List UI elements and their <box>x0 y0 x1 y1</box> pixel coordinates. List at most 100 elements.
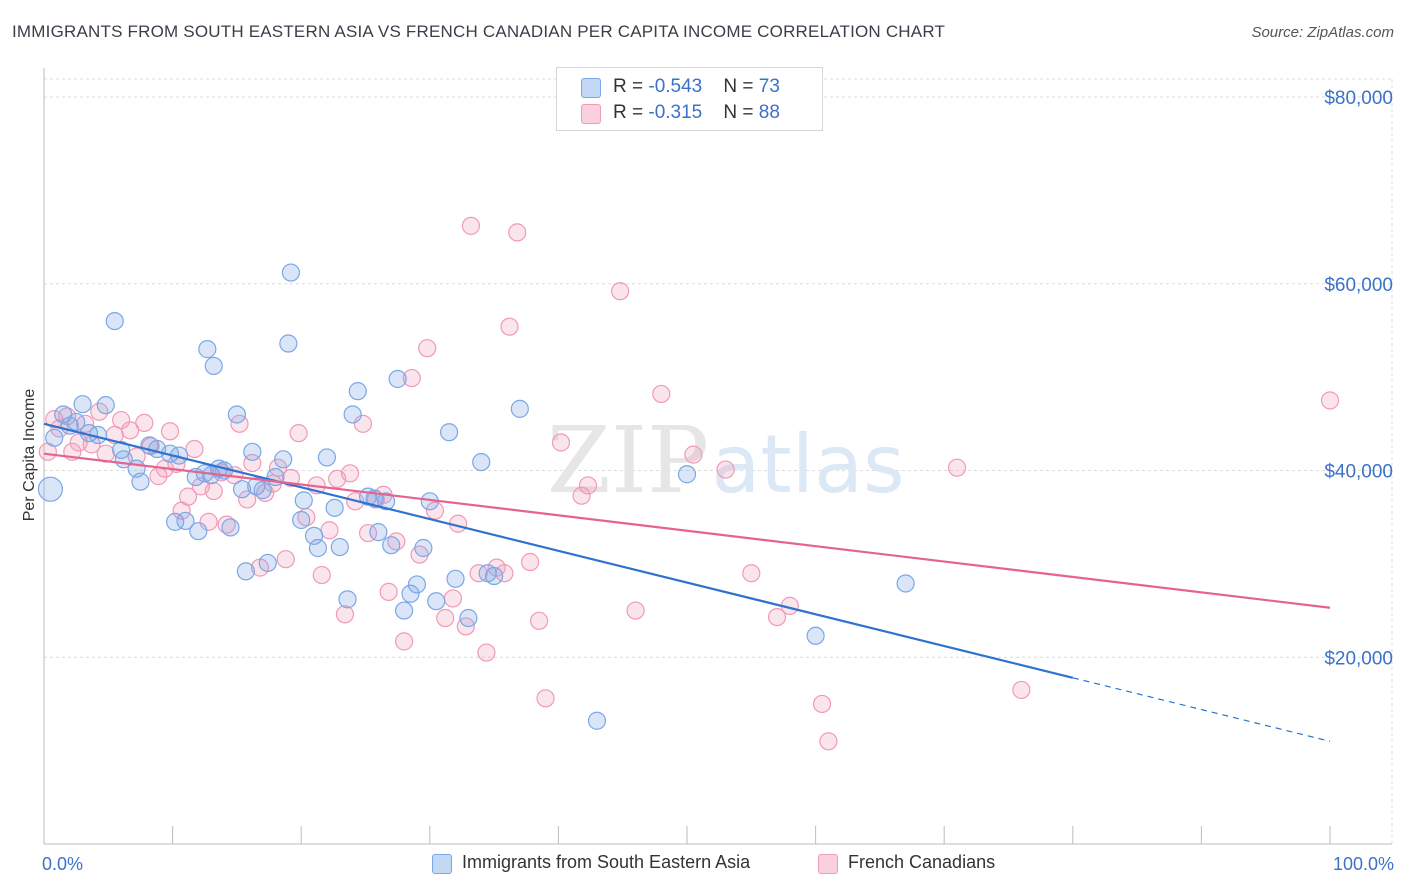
data-point <box>578 476 598 495</box>
data-point <box>767 607 787 627</box>
watermark: ZIP atlas <box>547 407 905 514</box>
grid <box>44 78 1393 844</box>
data-point <box>199 512 218 531</box>
trend-line-blue <box>43 422 1074 679</box>
data-point <box>716 460 735 479</box>
data-point <box>320 521 339 540</box>
data-point <box>325 498 344 517</box>
data-point <box>204 481 223 501</box>
x-tick-labels: 0.0% 100.0% <box>42 854 1394 874</box>
data-point <box>472 452 491 472</box>
data-point <box>530 611 549 630</box>
axes <box>43 68 1392 845</box>
data-point <box>281 263 301 282</box>
data-point <box>73 395 92 414</box>
data-point <box>459 608 478 628</box>
data-point <box>402 368 421 388</box>
data-point <box>508 223 527 242</box>
data-point <box>258 553 277 573</box>
data-point <box>189 522 208 541</box>
data-point <box>308 538 328 558</box>
data-point <box>198 340 217 359</box>
data-point <box>551 433 571 452</box>
data-point <box>677 465 697 484</box>
data-point <box>67 412 86 432</box>
data-point <box>236 562 256 581</box>
data-point <box>896 574 915 593</box>
data-point <box>76 414 95 433</box>
data-point <box>353 414 373 433</box>
trend-line-pink <box>43 452 1331 609</box>
data-point <box>587 711 607 730</box>
data-point <box>238 490 257 509</box>
data-point <box>227 405 246 424</box>
data-point <box>1320 391 1340 410</box>
data-point <box>289 424 308 443</box>
bottom-legend-swatch-blue <box>432 854 452 874</box>
data-point <box>742 564 761 583</box>
data-point <box>292 510 311 530</box>
legend-r-label: R = <box>613 76 649 97</box>
legend-r-value: -0.543 <box>648 76 703 97</box>
x-tick-label-min: 0.0% <box>42 854 83 874</box>
data-point <box>626 601 645 620</box>
data-point <box>521 552 540 572</box>
legend-n-label: N = <box>723 102 759 123</box>
y-tick-label: $40,000 <box>1324 462 1393 483</box>
legend-n-value: 88 <box>758 102 780 123</box>
data-point <box>947 458 967 477</box>
series-immigrants-se-asia <box>37 263 915 730</box>
data-point <box>317 448 337 467</box>
source-label: Source: ZipAtlas.com <box>1251 24 1394 41</box>
data-point <box>204 356 223 376</box>
data-point <box>253 481 272 500</box>
trend-line-blue-extension <box>1072 677 1331 742</box>
data-point <box>379 582 398 601</box>
data-point <box>443 589 463 608</box>
data-point <box>96 396 115 415</box>
trend-lines <box>43 422 1331 742</box>
data-point <box>485 566 504 586</box>
data-point <box>446 569 465 588</box>
data-point <box>121 421 140 440</box>
data-point <box>185 439 204 459</box>
data-point <box>1012 680 1031 700</box>
data-point <box>340 464 360 483</box>
bottom-legend-label: Immigrants from South Eastern Asia <box>462 852 751 872</box>
y-tick-label: $20,000 <box>1324 648 1393 669</box>
legend-swatch-pink <box>581 104 601 124</box>
data-point <box>160 422 180 441</box>
data-point <box>243 442 262 461</box>
data-point <box>394 632 414 651</box>
data-point <box>279 334 298 353</box>
data-point <box>812 694 832 714</box>
data-point <box>418 339 437 358</box>
data-point <box>274 450 293 469</box>
data-point <box>394 601 414 620</box>
data-point <box>135 413 154 432</box>
data-point <box>343 405 362 424</box>
data-point <box>312 565 331 585</box>
data-point <box>425 501 445 520</box>
data-point <box>105 312 124 331</box>
data-point <box>500 317 519 336</box>
data-point <box>221 518 240 537</box>
data-point <box>45 428 64 447</box>
data-point <box>477 643 496 662</box>
data-point <box>611 282 630 301</box>
legend-r-value: -0.315 <box>648 102 703 123</box>
data-point <box>178 487 198 506</box>
legend-box: R = -0.543 N = 73 R = -0.315 N = 88 <box>556 67 823 131</box>
data-point <box>436 608 455 628</box>
legend-n-value: 73 <box>758 76 780 97</box>
bottom-legend-label: French Canadians <box>848 852 996 872</box>
data-point <box>461 216 481 235</box>
data-point <box>382 536 401 555</box>
y-tick-label: $80,000 <box>1324 88 1393 109</box>
data-point <box>256 483 275 503</box>
data-point <box>572 486 591 505</box>
watermark-atlas: atlas <box>711 418 904 511</box>
data-point <box>510 399 529 418</box>
data-point <box>112 410 131 430</box>
